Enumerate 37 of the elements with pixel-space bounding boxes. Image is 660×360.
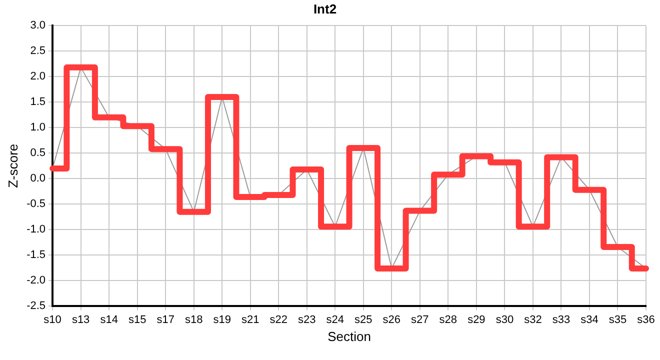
x-tick-label: s19 bbox=[213, 314, 231, 326]
x-tick-label: s25 bbox=[354, 314, 372, 326]
x-axis-title: Section bbox=[328, 328, 371, 344]
x-tick-label: s24 bbox=[326, 314, 344, 326]
y-tick-label: 1.5 bbox=[30, 96, 46, 108]
y-tick-label: 0.0 bbox=[30, 172, 46, 185]
chart-title: Int2 bbox=[313, 1, 337, 16]
x-tick-label: s32 bbox=[524, 314, 542, 326]
y-tick-label: 0.5 bbox=[30, 147, 46, 160]
x-tick-label: s18 bbox=[184, 314, 203, 326]
x-tick-label: s28 bbox=[439, 314, 458, 326]
x-tick-label: s17 bbox=[156, 314, 174, 326]
y-tick-label: -2.5 bbox=[26, 300, 46, 312]
y-tick-label: -1.5 bbox=[26, 249, 46, 262]
y-tick-label: 2.5 bbox=[30, 45, 46, 58]
x-tick-label: s14 bbox=[100, 314, 118, 326]
x-tick-label: s22 bbox=[270, 314, 288, 326]
x-tick-label: s30 bbox=[496, 314, 514, 326]
x-tick-label: s35 bbox=[608, 314, 627, 326]
x-tick-label: s23 bbox=[298, 314, 316, 326]
x-tick-label: s26 bbox=[382, 314, 401, 326]
x-tick-label: s29 bbox=[468, 314, 486, 326]
y-axis-title: Z-score bbox=[5, 144, 20, 188]
x-tick-label: s33 bbox=[552, 314, 570, 326]
x-tick-label: s21 bbox=[241, 314, 260, 326]
y-tick-label: 3.0 bbox=[30, 20, 46, 32]
x-tick-label: s10 bbox=[44, 314, 62, 326]
y-tick-label: -2.0 bbox=[26, 274, 46, 287]
y-tick-label: 2.0 bbox=[30, 70, 46, 83]
x-tick-label: s15 bbox=[128, 314, 146, 326]
x-tick-label: s27 bbox=[411, 314, 429, 326]
y-tick-label: -0.5 bbox=[26, 198, 46, 210]
x-tick-label: s34 bbox=[580, 314, 598, 326]
y-tick-label: 1.0 bbox=[30, 122, 46, 134]
x-tick-label: s13 bbox=[72, 314, 90, 326]
y-tick-label: -1.0 bbox=[26, 224, 46, 236]
x-tick-label: s36 bbox=[637, 314, 655, 326]
